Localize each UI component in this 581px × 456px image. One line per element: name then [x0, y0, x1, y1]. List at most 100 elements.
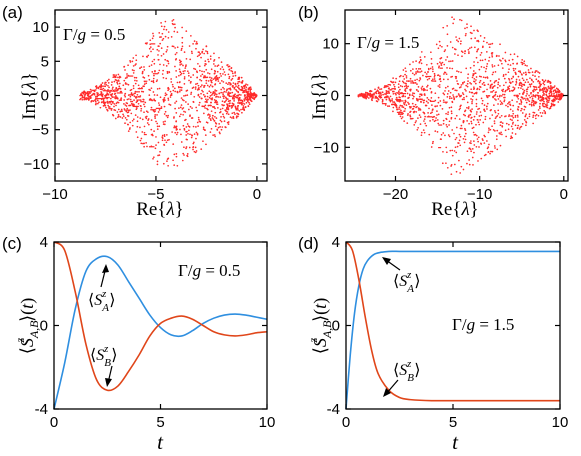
- eigenvalue-point-b: [557, 93, 560, 96]
- eigenvalue-point-b: [475, 134, 478, 137]
- eigenvalue-point-b: [475, 56, 478, 59]
- eigenvalue-point-a: [186, 94, 189, 96]
- eigenvalue-point-b: [448, 120, 451, 123]
- eigenvalue-point-b: [496, 129, 499, 132]
- eigenvalue-point-b: [477, 160, 479, 162]
- eigenvalue-point-a: [199, 85, 202, 88]
- eigenvalue-point-a: [171, 131, 173, 133]
- eigenvalue-point-b: [511, 80, 514, 83]
- eigenvalue-point-a: [134, 114, 137, 117]
- eigenvalue-streak-a: [132, 105, 139, 108]
- eigenvalue-point-a: [162, 100, 165, 103]
- eigenvalue-streak-a: [150, 109, 157, 111]
- eigenvalue-point-b: [404, 88, 407, 90]
- eigenvalue-point-a: [245, 88, 247, 91]
- eigenvalue-point-b: [519, 81, 521, 84]
- eigenvalue-point-b: [490, 91, 492, 93]
- eigenvalue-point-b: [440, 133, 443, 136]
- eigenvalue-point-a: [176, 128, 178, 131]
- eigenvalue-point-b: [528, 100, 531, 103]
- eigenvalue-point-a: [189, 105, 192, 108]
- eigenvalue-point-b: [468, 159, 470, 161]
- eigenvalue-point-a: [173, 126, 175, 129]
- eigenvalue-point-a: [210, 110, 213, 113]
- eigenvalue-point-a: [141, 131, 144, 133]
- eigenvalue-point-a: [186, 89, 189, 92]
- eigenvalue-point-a: [210, 81, 213, 84]
- eigenvalue-point-b: [487, 83, 490, 86]
- eigenvalue-point-b: [526, 98, 529, 100]
- eigenvalue-point-a: [180, 141, 183, 143]
- eigenvalue-point-b: [523, 62, 525, 65]
- eigenvalue-point-a: [140, 66, 143, 69]
- eigenvalue-point-b: [499, 133, 502, 135]
- eigenvalue-point-a: [186, 153, 189, 155]
- eigenvalue-point-a: [171, 20, 174, 22]
- eigenvalue-point-b: [514, 133, 517, 135]
- eigenvalue-point-a: [173, 153, 176, 156]
- eigenvalue-point-a: [194, 86, 197, 88]
- eigenvalue-point-a: [95, 85, 98, 87]
- eigenvalue-point-a: [180, 86, 183, 89]
- eigenvalue-point-a: [108, 78, 110, 81]
- eigenvalue-point-a: [124, 95, 127, 98]
- eigenvalue-point-b: [520, 103, 523, 105]
- eigenvalue-point-a: [179, 64, 181, 66]
- eigenvalue-point-b: [395, 96, 398, 99]
- eigenvalue-point-a: [140, 137, 143, 140]
- eigenvalue-point-a: [107, 84, 109, 87]
- eigenvalue-point-a: [174, 53, 177, 56]
- eigenvalue-point-a: [207, 104, 210, 107]
- ytick-label-a: 0: [41, 88, 49, 105]
- eigenvalue-point-b: [400, 109, 402, 112]
- eigenvalue-point-b: [404, 107, 407, 110]
- eigenvalue-point-a: [245, 83, 247, 86]
- eigenvalue-point-b: [502, 75, 505, 78]
- eigenvalue-point-a: [190, 34, 192, 37]
- eigenvalue-point-b: [445, 117, 448, 120]
- eigenvalue-point-a: [245, 91, 248, 94]
- eigenvalue-point-a: [240, 101, 243, 104]
- eigenvalue-point-a: [187, 125, 190, 127]
- eigenvalue-point-a: [204, 104, 207, 107]
- ytick-label-b: −10: [314, 139, 339, 156]
- eigenvalue-point-b: [422, 111, 425, 114]
- eigenvalue-streak-b: [385, 97, 388, 99]
- eigenvalue-point-a: [230, 95, 232, 98]
- eigenvalue-point-a: [119, 110, 122, 113]
- eigenvalue-point-a: [227, 113, 230, 116]
- eigenvalue-point-b: [451, 149, 454, 152]
- eigenvalue-point-b: [476, 40, 478, 42]
- eigenvalue-point-a: [140, 107, 143, 110]
- eigenvalue-point-a: [174, 47, 176, 49]
- eigenvalue-point-b: [443, 63, 446, 66]
- eigenvalue-point-a: [141, 70, 144, 73]
- eigenvalue-point-a: [155, 144, 157, 146]
- eigenvalue-point-b: [529, 96, 532, 99]
- eigenvalue-point-b: [491, 64, 494, 66]
- eigenvalue-point-a: [231, 112, 234, 115]
- eigenvalue-point-b: [459, 135, 462, 138]
- eigenvalue-point-a: [156, 48, 159, 51]
- eigenvalue-point-b: [449, 95, 451, 98]
- eigenvalue-point-a: [216, 78, 218, 81]
- eigenvalue-point-b: [485, 65, 488, 68]
- eigenvalue-point-a: [166, 160, 168, 162]
- eigenvalue-point-a: [155, 120, 157, 123]
- eigenvalue-point-a: [225, 99, 227, 102]
- eigenvalue-point-b: [523, 60, 526, 63]
- eigenvalue-point-a: [217, 96, 220, 98]
- eigenvalue-point-b: [486, 88, 488, 91]
- eigenvalue-point-b: [454, 75, 457, 78]
- eigenvalue-point-a: [117, 116, 119, 118]
- eigenvalue-point-b: [526, 117, 529, 120]
- eigenvalue-point-b: [462, 113, 465, 116]
- xtick-label-b: 0: [560, 186, 568, 203]
- eigenvalue-point-b: [482, 76, 485, 79]
- ylabel-b: Im{λ}: [309, 72, 330, 120]
- eigenvalue-point-a: [206, 50, 209, 53]
- eigenvalue-point-a: [160, 25, 163, 28]
- eigenvalue-point-a: [154, 70, 156, 73]
- eigenvalue-point-b: [473, 86, 475, 89]
- eigenvalue-point-b: [412, 97, 414, 100]
